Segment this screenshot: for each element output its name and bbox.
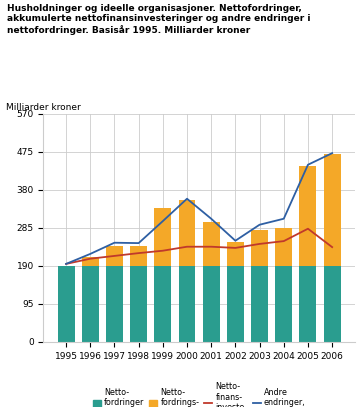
Bar [154,208,171,266]
Bar [299,166,316,266]
Bar [203,222,220,266]
Bar [178,200,195,266]
Bar [106,246,123,266]
Legend: Netto-
fordringer
1995, Netto-
fordrings-
endring, Netto-
finans-
investe-
ringe: Netto- fordringer 1995, Netto- fordrings… [93,382,306,407]
Bar [154,266,171,342]
Bar [324,266,341,342]
Bar [251,266,268,342]
Bar [178,266,195,342]
Bar [130,246,147,266]
Bar [227,242,244,266]
Bar [106,266,123,342]
Bar [203,266,220,342]
Bar [130,266,147,342]
Text: Husholdninger og ideelle organisasjoner. Nettofordringer, akkumulerte nettofinan: Husholdninger og ideelle organisasjoner.… [7,4,311,35]
Bar [227,266,244,342]
Bar [324,154,341,266]
Bar [251,230,268,266]
Bar [275,266,292,342]
Text: Milliarder kroner: Milliarder kroner [6,103,81,112]
Bar [275,228,292,266]
Bar [299,266,316,342]
Bar [82,266,99,342]
Bar [82,257,99,266]
Bar [58,266,75,342]
